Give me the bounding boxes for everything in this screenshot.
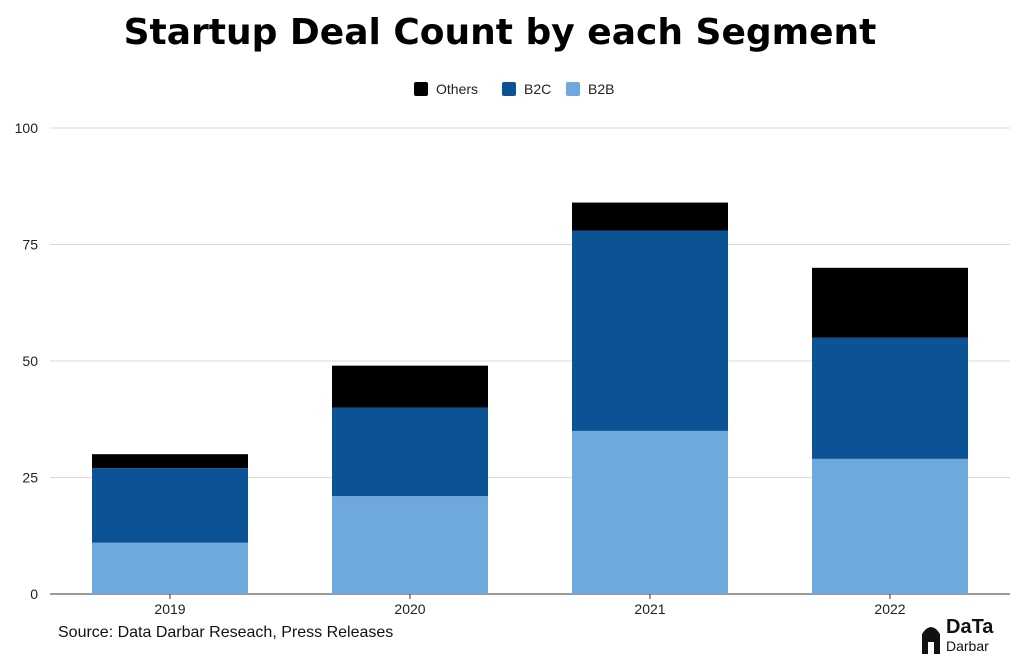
source-note: Source: Data Darbar Reseach, Press Relea…	[58, 624, 394, 641]
bar-others-2020	[332, 365, 488, 408]
x-tick-label: 2022	[874, 601, 905, 617]
logo-dome-icon	[922, 627, 940, 654]
bar-b2b-2020	[332, 496, 488, 594]
legend-swatch-b2c	[502, 82, 516, 96]
bar-others-2022	[812, 267, 968, 338]
x-tick-label: 2021	[634, 601, 665, 617]
logo-line1: DaTa	[946, 616, 994, 638]
y-tick-label: 50	[22, 353, 38, 369]
bar-others-2019	[92, 454, 248, 469]
y-tick-label: 25	[22, 470, 38, 486]
y-tick-label: 0	[30, 586, 38, 602]
y-tick-label: 75	[22, 237, 38, 253]
bar-b2c-2019	[92, 468, 248, 543]
legend-label-b2b: B2B	[588, 81, 614, 97]
chart-title: Startup Deal Count by each Segment	[123, 12, 877, 53]
bar-others-2021	[572, 202, 728, 231]
y-tick-label: 100	[15, 120, 39, 136]
bar-b2b-2019	[92, 542, 248, 594]
data-darbar-logo: DaTa Darbar	[920, 616, 1010, 656]
legend-label-b2c: B2C	[524, 81, 551, 97]
legend: Others B2C B2B	[414, 81, 614, 97]
logo-line2: Darbar	[946, 638, 989, 654]
legend-swatch-others	[414, 82, 428, 96]
bars	[92, 202, 968, 594]
bar-b2c-2022	[812, 337, 968, 459]
bar-b2b-2021	[572, 430, 728, 594]
x-tick-label: 2019	[154, 601, 185, 617]
bar-b2c-2020	[332, 407, 488, 497]
legend-swatch-b2b	[566, 82, 580, 96]
axes: 0 25 50 75 100 2019 2020 2021 2022	[15, 120, 906, 617]
legend-label-others: Others	[436, 81, 478, 97]
x-tick-label: 2020	[394, 601, 425, 617]
bar-b2c-2021	[572, 230, 728, 431]
bar-b2b-2022	[812, 458, 968, 594]
